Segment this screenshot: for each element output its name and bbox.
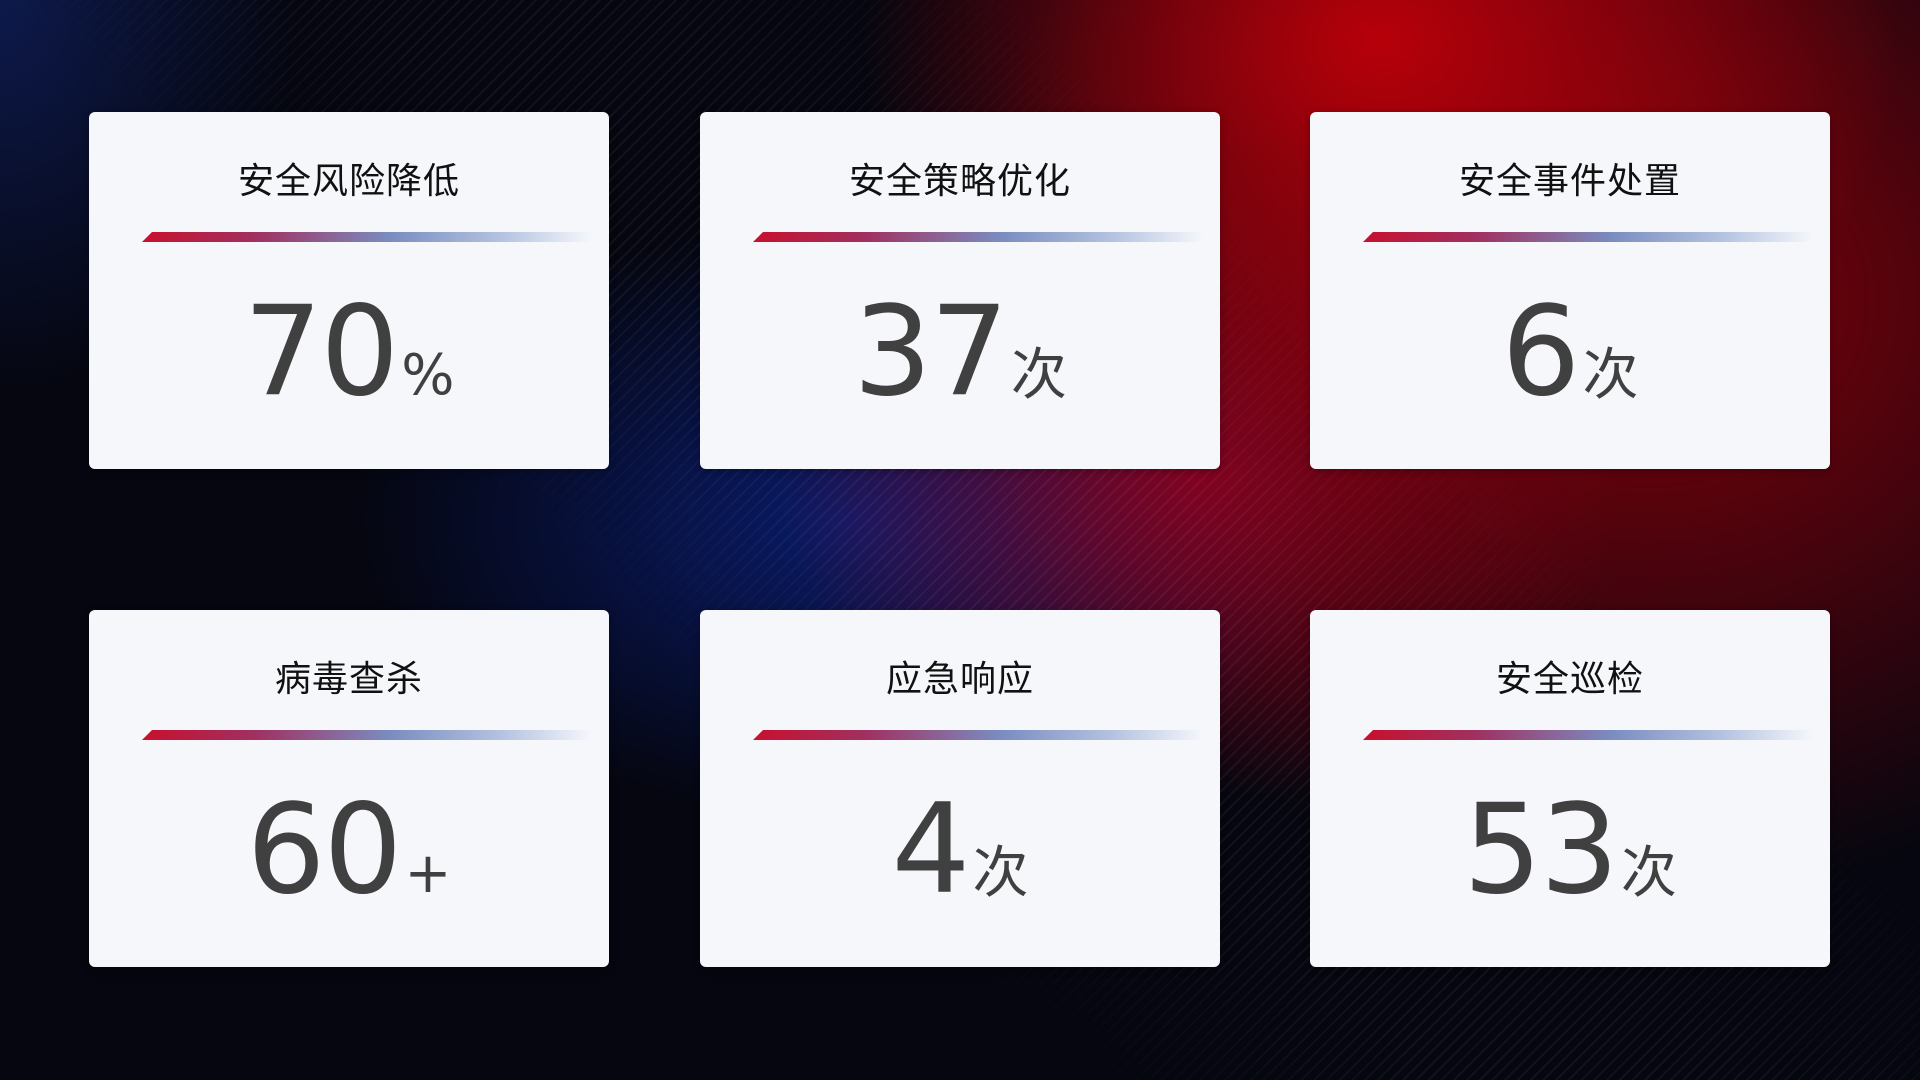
stat-card-policy-optimization: 安全策略优化 37次 [700,112,1220,469]
card-divider [1363,730,1813,740]
value-unit: 次 [972,841,1029,906]
card-title: 安全事件处置 [1458,161,1681,202]
value-unit: + [404,841,452,906]
card-title: 病毒查杀 [274,659,423,700]
value-unit: 次 [1620,841,1677,906]
value-number: 53 [1463,778,1619,922]
value-unit: 次 [1582,343,1639,408]
card-value: 4次 [700,778,1220,922]
value-number: 70 [243,280,399,424]
card-title: 应急响应 [885,659,1034,700]
stat-card-emergency-response: 应急响应 4次 [700,610,1220,967]
stat-card-incident-handling: 安全事件处置 6次 [1310,112,1830,469]
card-divider [753,232,1203,242]
card-value: 37次 [700,280,1220,424]
card-divider [142,232,592,242]
card-value: 6次 [1310,280,1830,424]
value-unit: 次 [1010,343,1067,408]
value-number: 4 [891,778,971,922]
card-value: 60+ [89,778,609,922]
stat-card-risk-reduction: 安全风险降低 70% [89,112,609,469]
card-title: 安全巡检 [1495,659,1644,700]
card-value: 53次 [1310,778,1830,922]
card-divider [753,730,1203,740]
value-unit: % [401,343,455,408]
value-number: 60 [246,778,403,922]
card-divider [1363,232,1813,242]
card-title: 安全策略优化 [848,161,1071,202]
stat-card-virus-removal: 病毒查杀 60+ [89,610,609,967]
value-number: 6 [1501,280,1581,424]
card-divider [142,730,592,740]
card-title: 安全风险降低 [237,161,460,202]
card-value: 70% [89,280,609,424]
stat-card-security-inspection: 安全巡检 53次 [1310,610,1830,967]
value-number: 37 [853,280,1009,424]
